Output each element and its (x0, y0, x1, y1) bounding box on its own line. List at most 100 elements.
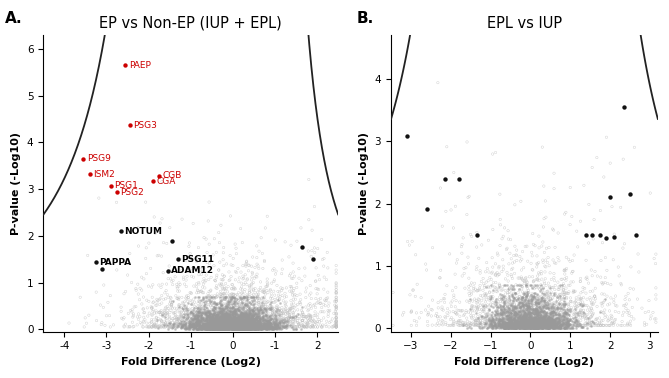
Point (237, 319, 248, 325)
Point (540, 319, 551, 325)
Point (269, 277, 280, 283)
Point (227, 321, 237, 327)
Point (510, 305, 520, 311)
Point (185, 308, 196, 314)
Point (569, 289, 579, 295)
Point (533, 323, 543, 329)
Point (209, 323, 219, 329)
Point (230, 322, 241, 328)
Point (245, 310, 256, 316)
Point (264, 324, 274, 330)
Point (275, 301, 286, 307)
Point (244, 322, 254, 328)
Point (540, 299, 551, 305)
Point (241, 318, 252, 324)
Point (543, 319, 554, 325)
Point (217, 319, 227, 325)
Point (543, 305, 553, 311)
Point (308, 320, 318, 326)
Point (243, 322, 254, 328)
Point (212, 309, 223, 315)
Point (246, 314, 257, 320)
Point (209, 324, 220, 330)
Point (233, 319, 244, 325)
Point (291, 324, 302, 330)
Point (330, 282, 341, 288)
Point (251, 323, 262, 329)
Point (226, 325, 237, 331)
Point (256, 318, 267, 324)
Point (589, 293, 600, 299)
Point (518, 313, 529, 319)
Point (288, 310, 298, 316)
Point (156, 317, 167, 323)
Point (187, 326, 198, 332)
Point (527, 324, 537, 330)
Point (227, 317, 238, 323)
Point (120, 62, 131, 68)
Point (283, 318, 294, 324)
Point (519, 296, 530, 302)
Point (293, 315, 304, 321)
Point (225, 315, 236, 321)
Point (235, 321, 246, 327)
Point (330, 319, 341, 325)
Point (507, 318, 518, 324)
Point (235, 320, 246, 326)
Point (514, 296, 525, 302)
Point (199, 310, 210, 316)
Point (238, 322, 249, 328)
Point (588, 236, 599, 242)
Point (190, 319, 201, 325)
Point (247, 306, 258, 312)
Point (237, 314, 248, 321)
Point (250, 325, 260, 332)
Point (530, 301, 541, 307)
Point (527, 306, 538, 312)
Point (509, 318, 520, 324)
Point (211, 310, 221, 316)
Point (213, 322, 224, 328)
Point (235, 325, 246, 331)
Point (283, 316, 294, 322)
Point (217, 307, 228, 313)
Point (507, 324, 518, 330)
Point (567, 299, 577, 305)
Point (232, 324, 243, 330)
Point (246, 318, 256, 324)
Point (270, 309, 280, 315)
Point (206, 323, 217, 329)
Point (532, 315, 543, 321)
Point (490, 322, 501, 328)
Point (215, 324, 225, 330)
Point (165, 321, 175, 327)
Point (515, 312, 526, 318)
Point (250, 317, 261, 323)
Point (508, 304, 518, 310)
Point (436, 298, 446, 304)
Point (509, 319, 520, 325)
Point (262, 326, 272, 332)
Point (158, 313, 169, 319)
Point (223, 314, 233, 320)
Point (245, 318, 256, 324)
Point (535, 321, 546, 327)
Point (205, 322, 215, 328)
Point (209, 319, 220, 325)
Point (258, 323, 268, 329)
Point (561, 294, 572, 301)
Point (524, 319, 535, 325)
Point (574, 310, 585, 316)
Point (242, 314, 253, 321)
Point (498, 303, 508, 309)
Point (151, 308, 161, 314)
Point (480, 303, 491, 309)
Point (237, 314, 248, 321)
Point (550, 292, 561, 298)
Point (238, 318, 249, 324)
Point (476, 242, 487, 248)
Text: ISM2: ISM2 (93, 170, 115, 179)
Point (536, 322, 547, 328)
Point (201, 322, 212, 328)
Point (234, 326, 245, 332)
